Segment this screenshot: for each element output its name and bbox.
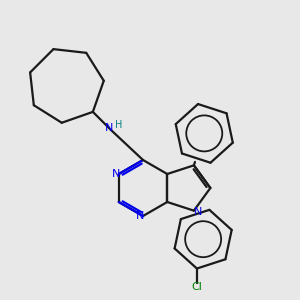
Text: H: H xyxy=(115,120,123,130)
Text: N: N xyxy=(105,123,113,133)
Text: Cl: Cl xyxy=(191,281,202,292)
Text: N: N xyxy=(112,169,120,179)
Text: N: N xyxy=(194,207,202,217)
Text: N: N xyxy=(136,211,144,221)
